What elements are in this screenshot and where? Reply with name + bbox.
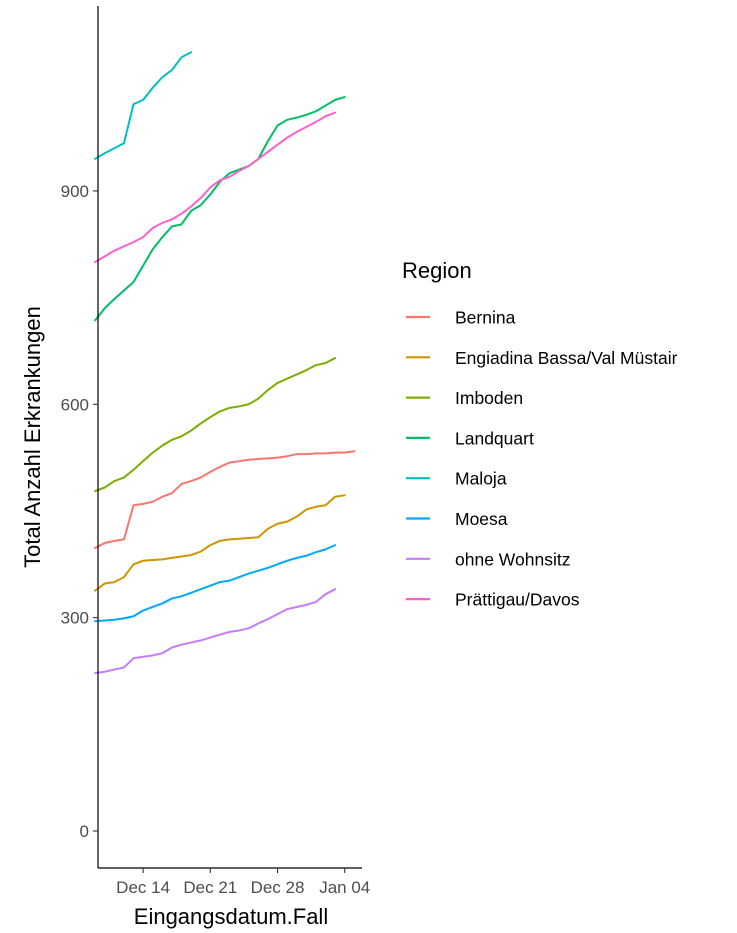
y-tick-label: 600: [61, 395, 89, 414]
axes: [97, 6, 362, 869]
series-lines: [94, 51, 356, 675]
legend-label-5: Moesa: [455, 509, 508, 529]
series-line-2: [94, 357, 337, 493]
legend-label-2: Imboden: [455, 388, 523, 408]
series-line-3: [94, 96, 346, 322]
y-axis-title: Total Anzahl Erkrankungen: [20, 306, 45, 568]
legend-title: Region: [402, 258, 472, 283]
x-axis-title: Eingangsdatum.Fall: [134, 904, 328, 929]
x-ticks: Dec 14 Dec 21 Dec 28 Jan 04: [116, 868, 370, 897]
x-tick-label: Dec 28: [251, 878, 305, 897]
y-ticks: 0 300 600 900: [61, 182, 98, 841]
series-line-1: [94, 494, 346, 592]
legend-label-1: Engiadina Bassa/Val Müstair: [455, 348, 678, 368]
legend-label-0: Bernina: [455, 308, 516, 328]
series-line-0: [94, 450, 356, 549]
legend-label-7: Prättigau/Davos: [455, 590, 580, 610]
legend-label-6: ohne Wohnsitz: [455, 549, 570, 569]
series-line-7: [94, 111, 337, 264]
x-tick-label: Dec 21: [183, 878, 237, 897]
x-tick-label: Jan 04: [319, 878, 370, 897]
series-line-5: [94, 544, 337, 623]
y-tick-label: 900: [61, 182, 89, 201]
series-line-4: [94, 51, 193, 160]
x-tick-label: Dec 14: [116, 878, 170, 897]
y-tick-label: 0: [80, 822, 89, 841]
legend: Region Bernina Engiadina Bassa/Val Müstai…: [402, 258, 678, 610]
series-line-6: [94, 588, 337, 675]
legend-label-4: Maloja: [455, 469, 507, 489]
y-tick-label: 300: [61, 609, 89, 628]
legend-label-3: Landquart: [455, 428, 534, 448]
